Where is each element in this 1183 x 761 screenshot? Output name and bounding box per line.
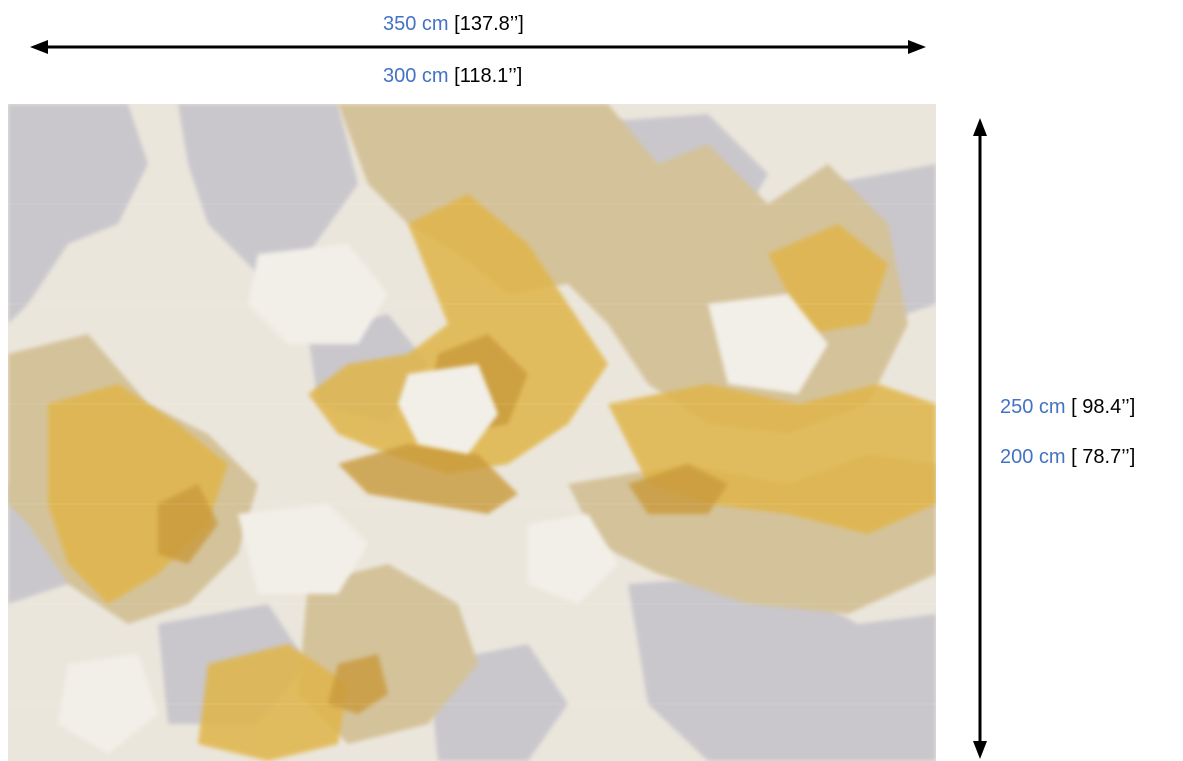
height-outer-label: 250 cm [ 98.4’’] [1000,395,1135,419]
height-inner-label: 200 cm [ 78.7’’] [1000,445,1135,469]
height-outer-metric: 250 cm [1000,396,1066,418]
width-inner-label: 300 cm [118.1’’] [383,64,522,88]
width-outer-label: 350 cm [137.8’’] [383,12,524,36]
width-outer-metric: 350 cm [383,13,449,35]
height-outer-imperial: [ 98.4’’] [1065,396,1136,418]
rug-image [8,104,936,761]
height-arrow [973,118,987,759]
width-arrow [30,40,926,54]
width-inner-imperial: [118.1’’] [448,65,523,87]
height-inner-metric: 200 cm [1000,446,1066,468]
width-outer-imperial: [137.8’’] [448,13,524,35]
height-inner-imperial: [ 78.7’’] [1065,446,1136,468]
width-inner-metric: 300 cm [383,65,449,87]
